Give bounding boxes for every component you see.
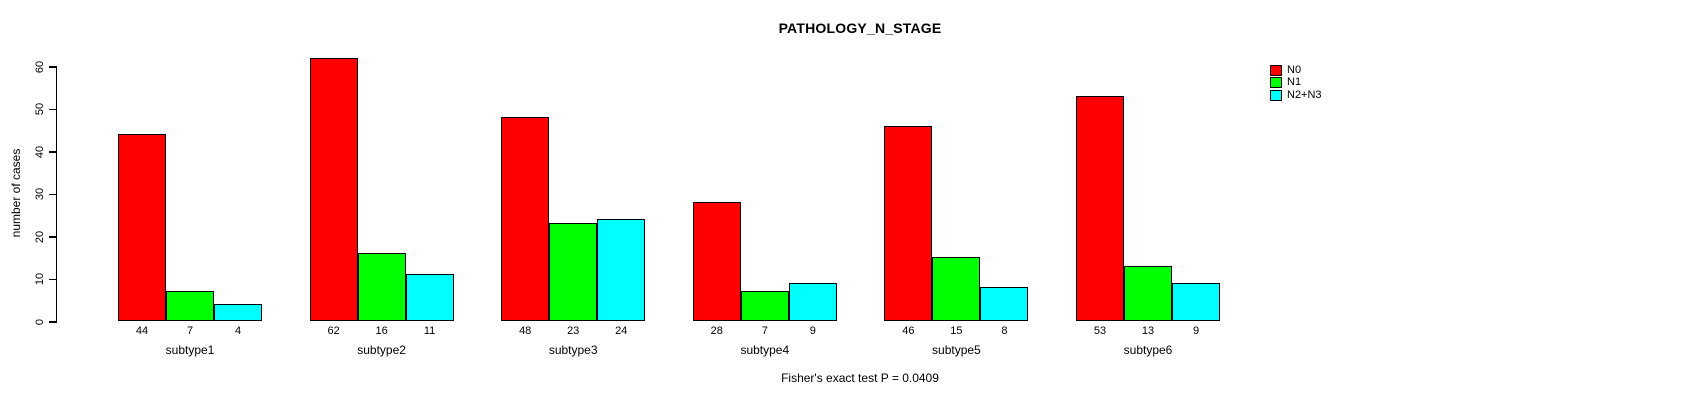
bar-subtype3-N1 [549, 223, 598, 321]
bar-value-label: 7 [186, 325, 194, 337]
bar-value-label: 53 [1093, 325, 1107, 337]
legend-swatch [1270, 89, 1282, 101]
x-category-label-subtype1: subtype1 [165, 343, 215, 357]
bar-subtype5-N2+N3 [980, 287, 1029, 321]
y-tick-label: 30 [34, 188, 46, 201]
bar-value-label: 44 [135, 325, 149, 337]
x-category-label-subtype6: subtype6 [1123, 343, 1173, 357]
y-tick-label: 10 [34, 273, 46, 286]
bar-value-label: 46 [902, 325, 915, 337]
bar-subtype2-N0 [309, 57, 358, 321]
bar-subtype3-N2+N3 [597, 219, 646, 321]
bar-value-label: 7 [761, 325, 768, 337]
bar-subtype4-N0 [692, 202, 741, 321]
y-axis-line [55, 66, 57, 323]
x-category-label-subtype3: subtype3 [548, 343, 598, 357]
bar-value-label: 16 [375, 325, 388, 337]
annotation-fisher-test: Fisher's exact test P = 0.0409 [781, 371, 939, 385]
bar-value-label: 28 [710, 325, 723, 337]
legend: N0 N1 N2+N3 [1270, 64, 1322, 102]
legend-swatch [1270, 77, 1282, 89]
bar-value-label: 13 [1141, 325, 1155, 337]
legend-label: N0 [1287, 63, 1302, 76]
y-tick-label: 60 [34, 60, 46, 73]
legend-label: N1 [1287, 76, 1302, 89]
legend-label: N2+N3 [1287, 88, 1322, 101]
y-tick [48, 151, 56, 153]
y-tick [48, 236, 56, 238]
bar-subtype6-N0 [1076, 95, 1124, 321]
legend-item-N2+N3: N2+N3 [1270, 89, 1322, 102]
bar-value-label: 4 [234, 325, 242, 337]
bar-subtype2-N2+N3 [405, 274, 454, 321]
y-tick-label: 20 [34, 230, 46, 243]
bar-value-label: 15 [950, 325, 963, 337]
bar-subtype1-N0 [118, 134, 166, 321]
bar-subtype6-N1 [1124, 265, 1172, 321]
bar-subtype6-N2+N3 [1172, 282, 1220, 321]
bar-subtype4-N2+N3 [788, 282, 837, 321]
bar-subtype1-N2+N3 [214, 304, 262, 321]
x-category-label-subtype2: subtype2 [357, 343, 406, 357]
y-tick [48, 321, 56, 323]
y-tick [48, 66, 56, 68]
bar-subtype1-N1 [166, 291, 214, 321]
y-tick-label: 50 [34, 103, 46, 116]
x-category-label-subtype4: subtype4 [740, 343, 790, 357]
bar-value-label: 62 [327, 325, 340, 337]
bar-value-label: 48 [519, 325, 532, 337]
y-axis-label: number of cases [9, 148, 23, 238]
bar-subtype5-N1 [932, 257, 981, 321]
bar-subtype5-N0 [884, 125, 933, 321]
y-tick [48, 193, 56, 195]
legend-item-N0: N0 [1270, 64, 1322, 77]
chart-title: PATHOLOGY_N_STAGE [778, 20, 942, 36]
legend-item-N1: N1 [1270, 77, 1322, 90]
legend-swatch [1270, 64, 1282, 76]
bar-subtype2-N1 [357, 253, 406, 321]
bar-value-label: 11 [423, 325, 436, 337]
y-tick-label: 0 [34, 318, 46, 325]
bar-value-label: 9 [1192, 325, 1200, 337]
x-category-label-subtype5: subtype5 [932, 343, 981, 357]
bar-value-label: 23 [567, 325, 580, 337]
bar-subtype3-N0 [501, 117, 550, 321]
bar-value-label: 8 [1001, 325, 1008, 337]
bar-value-label: 24 [615, 325, 628, 337]
bar-value-label: 9 [809, 325, 816, 337]
bar-subtype4-N1 [740, 291, 789, 321]
y-tick [48, 278, 56, 280]
y-tick-label: 40 [34, 145, 46, 158]
y-tick [48, 108, 56, 110]
